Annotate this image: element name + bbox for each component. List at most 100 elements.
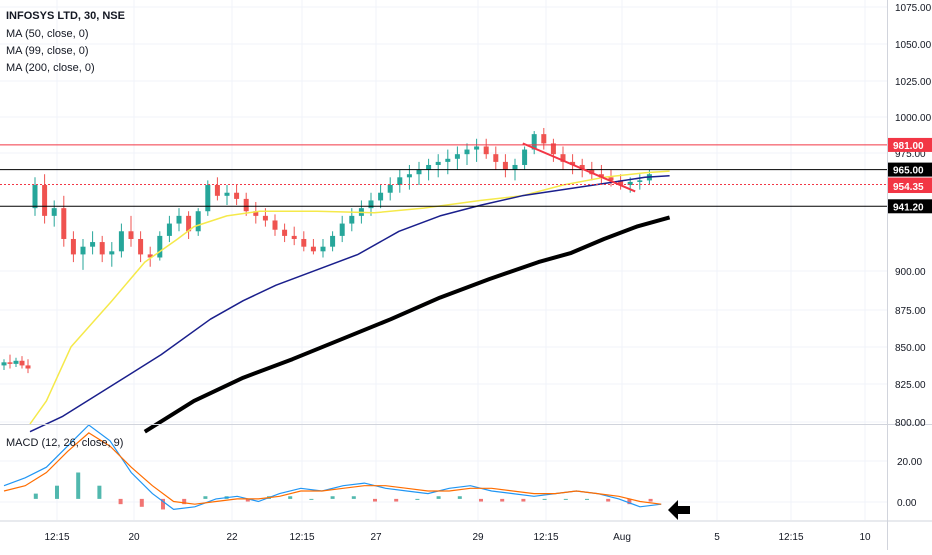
y-tick-label: 975.00 xyxy=(895,149,926,160)
legend-ma200: MA (200, close, 0) xyxy=(6,62,95,74)
price-tag-box xyxy=(888,199,932,214)
macd-label: MACD (12, 26, close, 9) xyxy=(6,437,124,449)
candle-body xyxy=(627,181,633,186)
macd-histogram-bar xyxy=(436,496,441,499)
macd-histogram-bar xyxy=(118,498,123,505)
candle-body xyxy=(445,158,451,162)
candle-body xyxy=(42,185,48,216)
candle-body xyxy=(330,235,336,247)
candle-body xyxy=(416,169,422,175)
candle-body xyxy=(618,180,624,186)
ma200-line xyxy=(143,215,671,434)
candle-body xyxy=(291,235,297,239)
candle-body xyxy=(262,215,268,221)
y-tick-label: 1025.00 xyxy=(895,77,932,88)
candle-body xyxy=(205,185,211,212)
y-tick-label: 875.00 xyxy=(895,306,926,317)
candle-body xyxy=(474,146,480,150)
moving-average-layer xyxy=(29,170,671,434)
macd-y-tick-label: 20.00 xyxy=(897,457,922,468)
price-tag-label: 981.00 xyxy=(893,141,924,152)
macd-histogram-bar xyxy=(521,498,526,502)
macd-histogram-bar xyxy=(500,498,505,502)
candle-body xyxy=(368,200,374,209)
candle-body xyxy=(186,215,192,232)
price-tag-label: 965.00 xyxy=(893,166,924,177)
candle-body xyxy=(579,164,585,170)
x-tick-label: 27 xyxy=(370,532,382,543)
candle-body xyxy=(214,185,220,196)
candle-body xyxy=(570,161,576,165)
macd-histogram-bar xyxy=(76,472,81,499)
x-tick-label: 29 xyxy=(472,532,484,543)
price-tag-label: 954.35 xyxy=(893,182,924,193)
macd-histogram-bar xyxy=(351,496,356,499)
symbol-label: INFOSYS LTD, 30, NSE xyxy=(6,10,125,22)
candle-body xyxy=(320,246,326,252)
level-layer xyxy=(0,142,887,207)
macd-signal-line xyxy=(3,432,662,505)
candle-body xyxy=(128,231,134,239)
x-tick-label: Aug xyxy=(613,532,631,543)
candle-body xyxy=(560,154,566,162)
macd-histogram-bar xyxy=(182,498,187,505)
x-tick-label: 12:15 xyxy=(778,532,803,543)
macd-histogram-bar xyxy=(606,498,611,502)
candle-body xyxy=(234,192,240,199)
macd-histogram-bar xyxy=(33,493,38,499)
candle-body xyxy=(99,242,105,255)
macd-histogram-bar xyxy=(203,496,208,499)
candle-body xyxy=(90,242,96,247)
price-tag-box xyxy=(888,162,932,177)
candle-body xyxy=(483,146,489,155)
candle-body xyxy=(13,360,19,364)
candle-body xyxy=(243,198,249,212)
candle-body xyxy=(522,149,528,165)
candle-body xyxy=(502,161,508,170)
candle-body xyxy=(7,362,13,364)
macd-histogram-bar xyxy=(55,485,59,499)
x-tick-label: 12:15 xyxy=(44,532,69,543)
candle-body xyxy=(550,143,556,155)
candle-body xyxy=(512,164,518,170)
candle-body xyxy=(25,365,31,369)
y-tick-label: 825.00 xyxy=(895,380,926,391)
macd-histogram-bar xyxy=(394,498,399,502)
candle-body xyxy=(195,211,201,232)
candle-body xyxy=(138,238,144,255)
macd-histogram-bar xyxy=(585,498,589,500)
candle-body xyxy=(109,251,115,255)
x-tick-label: 5 xyxy=(714,532,720,543)
macd-histogram-bar xyxy=(373,498,377,502)
candle-body xyxy=(426,164,432,170)
price-tag-label: 941.20 xyxy=(893,202,924,213)
price-tag-box xyxy=(888,137,932,152)
legend-ma50: MA (50, close, 0) xyxy=(6,28,89,40)
price-tag-box xyxy=(888,179,932,194)
descending-trendline xyxy=(522,142,636,193)
candle-body xyxy=(301,238,307,247)
candle-body xyxy=(80,246,86,255)
candle-body xyxy=(464,149,470,155)
macd-histogram-bar xyxy=(648,498,653,502)
candle-body xyxy=(387,185,393,193)
candle-body xyxy=(147,254,153,258)
candle-body xyxy=(224,192,230,196)
candle-body xyxy=(118,231,124,252)
macd-histogram-bar xyxy=(627,498,632,505)
macd-histogram-bar xyxy=(139,498,144,507)
legend-ma99: MA (99, close, 0) xyxy=(6,45,89,57)
macd-histogram-bar xyxy=(309,498,314,500)
macd-histogram-bar xyxy=(97,485,102,499)
candle-body xyxy=(176,215,182,224)
candle-body xyxy=(435,161,441,165)
candle-body xyxy=(454,154,460,159)
x-tick-label: 10 xyxy=(859,532,871,543)
arrow-icon xyxy=(668,500,690,520)
ma99-line xyxy=(29,175,670,433)
y-tick-label: 1050.00 xyxy=(895,40,932,51)
grid-layer xyxy=(0,0,887,520)
